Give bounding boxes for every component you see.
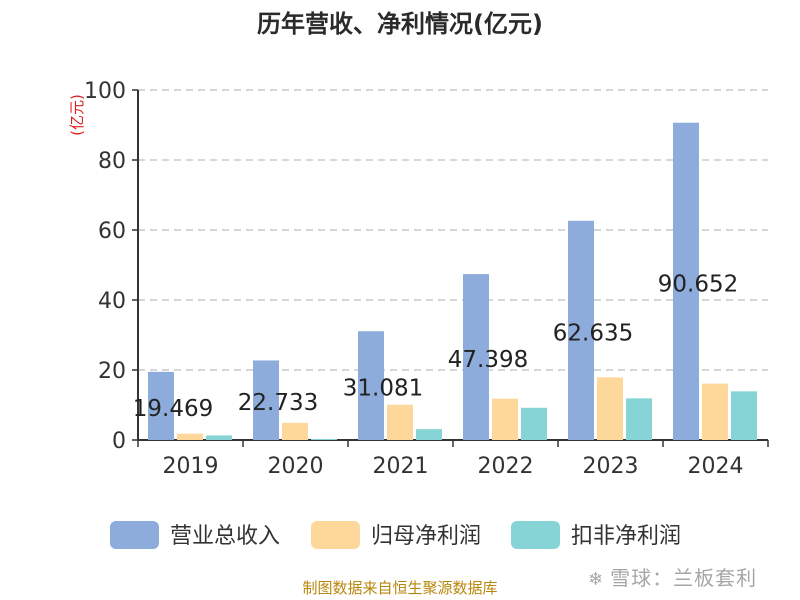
y-tick-label: 100: [84, 79, 126, 104]
legend-swatch: [511, 521, 560, 549]
data-label: 47.398: [448, 347, 528, 373]
bar-deducted-profit: [626, 398, 652, 440]
bar-revenue: [673, 122, 699, 440]
bar-deducted-profit: [416, 429, 442, 440]
bar-deducted-profit: [521, 407, 547, 440]
x-tick-label: 2023: [583, 454, 639, 479]
bar-revenue: [358, 331, 384, 440]
data-label: 22.733: [238, 390, 318, 416]
bar-net-profit: [282, 422, 308, 440]
data-label: 31.081: [343, 376, 423, 402]
data-label: 90.652: [658, 271, 738, 297]
legend-label: 归母净利润: [371, 524, 481, 549]
snowball-logo-icon: ❄: [588, 569, 605, 590]
y-axis-label: (亿元): [68, 94, 86, 136]
watermark-text: 雪球：兰板套利: [610, 566, 758, 590]
legend-label: 营业总收入: [170, 524, 280, 549]
x-tick-label: 2022: [478, 454, 534, 479]
y-tick-label: 20: [98, 359, 126, 384]
bar-deducted-profit: [311, 438, 337, 440]
y-tick-label: 40: [98, 289, 126, 314]
bar-net-profit: [387, 404, 413, 440]
bar-revenue: [463, 274, 489, 440]
y-tick-label: 0: [112, 429, 126, 454]
bar-net-profit: [177, 433, 203, 440]
y-tick-label: 80: [98, 149, 126, 174]
watermark: ❄ 雪球：兰板套利: [588, 562, 757, 591]
x-tick-label: 2019: [163, 454, 219, 479]
x-tick-label: 2024: [688, 454, 744, 479]
y-tick-label: 60: [98, 219, 126, 244]
data-label: 62.635: [553, 320, 633, 346]
data-label: 19.469: [133, 396, 213, 422]
chart-title: 历年营收、净利情况(亿元): [257, 10, 543, 38]
legend-swatch: [110, 521, 159, 549]
bar-net-profit: [597, 377, 623, 440]
legend-label: 扣非净利润: [571, 524, 681, 549]
bar-deducted-profit: [206, 435, 232, 440]
source-note: 制图数据来自恒生聚源数据库: [302, 579, 498, 597]
bar-revenue: [148, 371, 174, 440]
x-tick-label: 2021: [373, 454, 429, 479]
x-tick-label: 2020: [268, 454, 324, 479]
bar-net-profit: [702, 383, 728, 440]
bar-revenue: [253, 360, 279, 440]
bar-net-profit: [492, 398, 518, 440]
bar-revenue: [568, 220, 594, 440]
legend-swatch: [311, 521, 360, 549]
bar-deducted-profit: [731, 391, 757, 440]
